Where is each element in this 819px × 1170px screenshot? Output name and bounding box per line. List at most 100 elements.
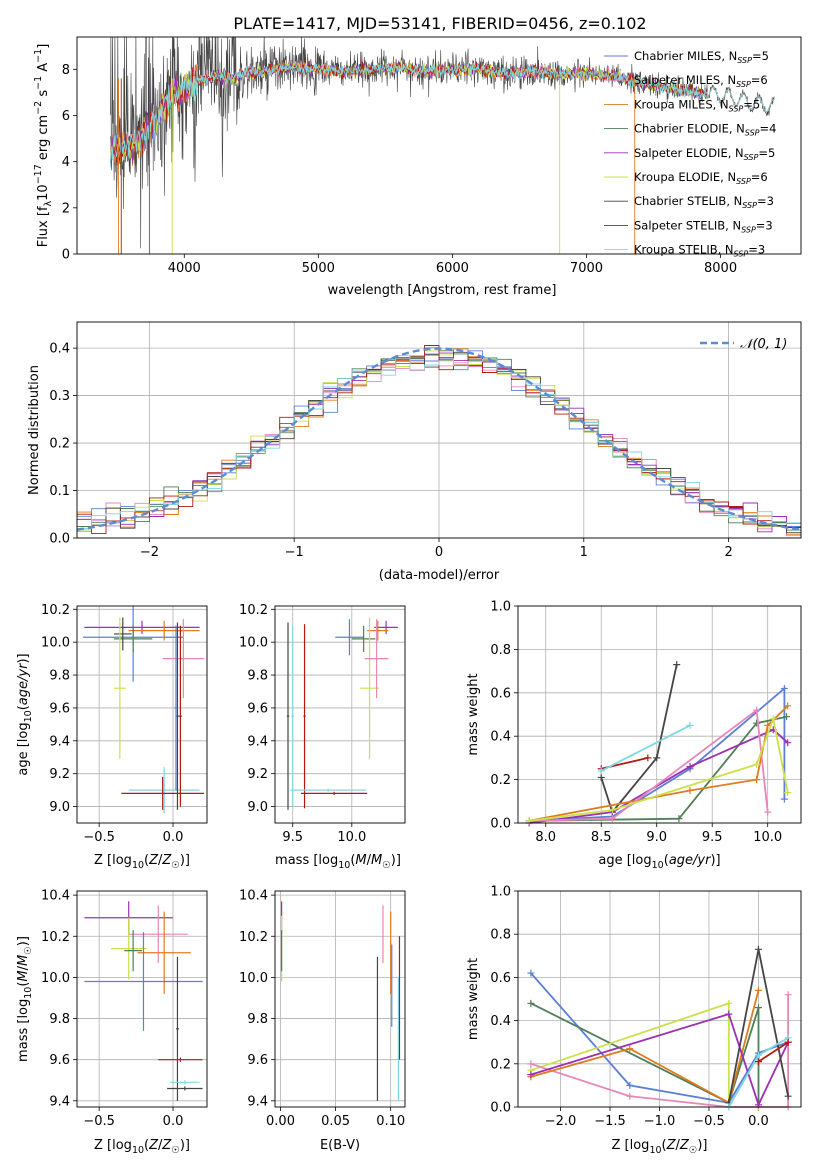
- legend-label: Kroupa STELIB, NSSP=3: [634, 243, 765, 259]
- label-part: mass [log: [275, 853, 338, 868]
- y-axis-label: mass weight: [466, 958, 481, 1040]
- label-part: M: [16, 970, 31, 981]
- x-tick-label: −1: [285, 545, 304, 560]
- y-tick-label: 0: [62, 248, 70, 263]
- x-tick-label: 9.5: [282, 830, 303, 845]
- label-part: ☉: [171, 1145, 180, 1156]
- legend-name: Chabrier ELODIE, N: [634, 122, 745, 136]
- y-tick-label: 9.2: [247, 767, 268, 782]
- spectrum-lines: [110, 37, 775, 254]
- label-part: −17: [33, 164, 44, 184]
- y-tick-label: 10.2: [41, 603, 70, 618]
- y-tick-label: 9.0: [247, 800, 268, 815]
- y-tick-label: 0.0: [49, 532, 70, 547]
- axes-frame: [517, 605, 802, 824]
- series-marker: [754, 1051, 762, 1059]
- series-marker: [597, 767, 605, 775]
- axes-frame: [274, 890, 406, 1108]
- series-marker: [644, 754, 652, 762]
- label-part: age [log: [16, 722, 31, 775]
- y-tick-label: 10.2: [239, 603, 268, 618]
- errorbar: [174, 625, 178, 791]
- y-tick-label: 1.0: [490, 885, 511, 900]
- x-tick-label: 8.0: [535, 830, 556, 845]
- y-tick-label: 0.3: [49, 389, 70, 404]
- label-part: (: [350, 853, 355, 868]
- y-tick-label: 9.8: [247, 1012, 268, 1027]
- x-axis-label: Z [log10(Z/Z☉)]: [94, 853, 190, 871]
- label-part: −1: [33, 49, 44, 63]
- y-tick-label: 1.0: [490, 600, 511, 615]
- y-tick-label: 10.0: [239, 636, 268, 651]
- label-part: age [log: [598, 853, 651, 868]
- label-part: (: [16, 982, 31, 987]
- axes-frame: [76, 890, 208, 1108]
- label-part: (: [662, 1138, 667, 1153]
- series-marker: [784, 1038, 792, 1046]
- x-tick-label: 8.5: [591, 830, 612, 845]
- errorbar: [170, 1080, 200, 1085]
- label-part: )]: [697, 1138, 707, 1153]
- y-tick-label: 9.0: [49, 800, 70, 815]
- x-axis-label: Z [log10(Z/Z☉)]: [94, 1138, 190, 1156]
- x-axis-label: mass [log10(M/M☉)]: [275, 853, 401, 871]
- label-part: M: [355, 853, 366, 868]
- x-tick-label: 6000: [436, 261, 469, 276]
- series-line: [530, 990, 760, 1105]
- series-marker: [626, 1092, 634, 1100]
- legend-label: Chabrier ELODIE, NSSP=4: [634, 122, 776, 138]
- errorbar: [167, 1086, 203, 1091]
- y-tick-label: 9.6: [49, 1053, 70, 1068]
- series-line: [529, 715, 787, 822]
- x-tick-label: 1: [580, 545, 588, 560]
- label-part: Z [log: [94, 853, 132, 868]
- errorbar: [178, 625, 182, 807]
- legend-name: Salpeter ELODIE, N: [634, 146, 744, 160]
- label-part: Z [log: [612, 1138, 650, 1153]
- label-part: 10: [23, 710, 34, 722]
- label-part: /: [676, 1138, 681, 1153]
- x-tick-label: 9.5: [702, 830, 723, 845]
- label-part: 10: [132, 860, 144, 871]
- y-tick-label: 9.6: [49, 701, 70, 716]
- label-part: Z: [148, 853, 159, 868]
- mass-weight-age-panel: 8.0 8.5 9.0 9.5 10.0 0.0 0.2 0.4 0.6 0.8 1.0 age [l…: [466, 600, 802, 871]
- series-marker: [527, 1071, 535, 1079]
- x-axis-label: Z [log10(Z/Z☉)]: [612, 1138, 708, 1156]
- y-tick-label: 9.6: [247, 1053, 268, 1068]
- x-tick-label: 0.0: [163, 1114, 184, 1129]
- label-part: (: [664, 853, 669, 868]
- y-tick-label: 0.1: [49, 484, 70, 499]
- series-line: [530, 1012, 789, 1108]
- label-part: age/yr: [16, 662, 31, 705]
- series-line: [530, 1002, 760, 1107]
- x-tick-label: 2: [724, 545, 732, 560]
- legend-value: =3: [757, 194, 774, 208]
- series-marker: [608, 815, 616, 823]
- label-part: 10: [338, 860, 350, 871]
- series-line: [600, 664, 678, 814]
- age-mass-panel: 9.5 10.0 9.0 9.2 9.4 9.6 9.8 10.0 10.2 mass [log1…: [239, 603, 406, 871]
- errorbar: [128, 905, 188, 963]
- y-tick-label: 10.4: [41, 889, 70, 904]
- legend-value: =5: [743, 97, 760, 111]
- y-tick-label: 9.4: [247, 734, 268, 749]
- errorbars: [281, 901, 401, 1101]
- errorbar: [351, 625, 376, 653]
- legend-value: =6: [751, 170, 768, 184]
- y-tick-label: 0.6: [490, 971, 511, 986]
- y-tick-label: 10.2: [41, 930, 70, 945]
- y-tick-label: 9.2: [49, 767, 70, 782]
- legend-label: Salpeter ELODIE, NSSP=5: [634, 146, 775, 162]
- legend-value: =5: [752, 49, 769, 63]
- errorbar: [364, 619, 389, 699]
- x-tick-label: 0: [435, 545, 443, 560]
- series-marker: [780, 795, 788, 803]
- label-part: A: [36, 63, 51, 76]
- y-tick-label: 0.6: [490, 686, 511, 701]
- label-part: Z: [148, 1138, 159, 1153]
- label-part: )]: [16, 653, 31, 663]
- label-part: (: [144, 1138, 149, 1153]
